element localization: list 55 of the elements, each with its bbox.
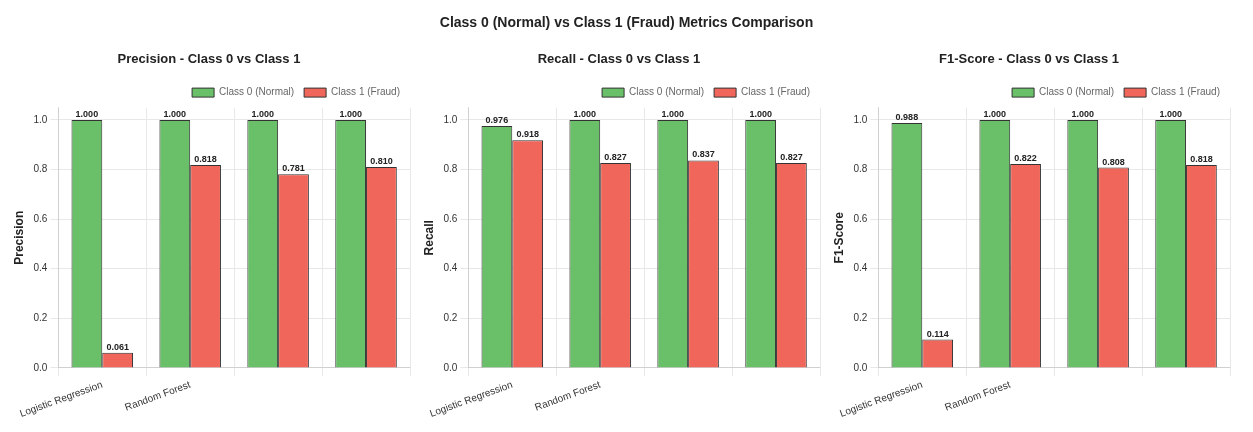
- y-tick-label: 0.0: [853, 361, 868, 373]
- y-axis-title: F1-Score: [831, 211, 846, 264]
- data-label: 1.000: [75, 108, 99, 119]
- legend-label: Class 1 (Fraud): [331, 86, 400, 98]
- data-label: 0.822: [1014, 153, 1037, 164]
- data-label: 0.918: [516, 129, 539, 140]
- data-label: 0.818: [194, 154, 217, 165]
- legend-label: Class 0 (Normal): [1039, 86, 1115, 98]
- data-label: 1.000: [1159, 108, 1182, 119]
- data-label: 1.000: [251, 108, 274, 119]
- data-label: 1.000: [983, 108, 1007, 119]
- data-label: 0.808: [1102, 156, 1125, 167]
- data-label: 0.976: [485, 114, 509, 125]
- y-tick-label: 0.0: [443, 361, 458, 373]
- data-label: 0.827: [604, 151, 627, 162]
- data-label: 1.000: [749, 108, 772, 119]
- legend-label: Class 0 (Normal): [219, 86, 295, 98]
- data-label: 1.000: [661, 108, 684, 119]
- y-tick-label: 0.4: [443, 262, 458, 274]
- y-tick-label: 1.0: [853, 113, 868, 125]
- y-axis-title: Recall: [421, 220, 436, 256]
- data-label: 0.818: [1190, 154, 1213, 165]
- y-tick-label: 0.2: [853, 312, 868, 324]
- y-tick-label: 0.8: [853, 163, 868, 175]
- chart-title: F1-Score - Class 0 vs Class 1: [939, 51, 1119, 67]
- y-tick-label: 0.6: [853, 212, 868, 224]
- y-tick-label: 0.4: [33, 262, 48, 274]
- y-tick-label: 0.8: [443, 163, 458, 175]
- data-label: 1.000: [163, 108, 187, 119]
- y-tick-label: 1.0: [443, 113, 458, 125]
- data-label: 0.988: [895, 111, 919, 122]
- data-label: 1.000: [339, 108, 362, 119]
- legend-label: Class 1 (Fraud): [741, 86, 810, 98]
- data-label: 0.061: [106, 341, 129, 352]
- chart-title: Precision - Class 0 vs Class 1: [117, 51, 301, 67]
- text: Class 0 (Normal) vs Class 1 (Fraud) Metrics Comparison: [438, 13, 815, 32]
- y-tick-label: 0.2: [443, 312, 458, 324]
- data-label: 0.827: [780, 151, 803, 162]
- legend-label: Class 1 (Fraud): [1151, 86, 1220, 98]
- data-label: 0.837: [692, 149, 715, 160]
- legend-label: Class 0 (Normal): [629, 86, 705, 98]
- data-label: 0.781: [282, 163, 305, 174]
- y-tick-label: 0.2: [33, 312, 48, 324]
- data-label: 0.810: [370, 156, 393, 167]
- y-tick-label: 0.4: [853, 262, 868, 274]
- y-tick-label: 0.0: [33, 361, 48, 373]
- y-tick-label: 1.0: [33, 113, 48, 125]
- y-tick-label: 0.6: [33, 212, 48, 224]
- chart-title: Recall - Class 0 vs Class 1: [537, 51, 701, 67]
- y-tick-label: 0.8: [33, 163, 48, 175]
- data-label: 1.000: [573, 108, 597, 119]
- data-label: 1.000: [1071, 108, 1094, 119]
- y-tick-label: 0.6: [443, 212, 458, 224]
- y-axis-title: Precision: [11, 210, 26, 265]
- data-label: 0.114: [926, 328, 949, 339]
